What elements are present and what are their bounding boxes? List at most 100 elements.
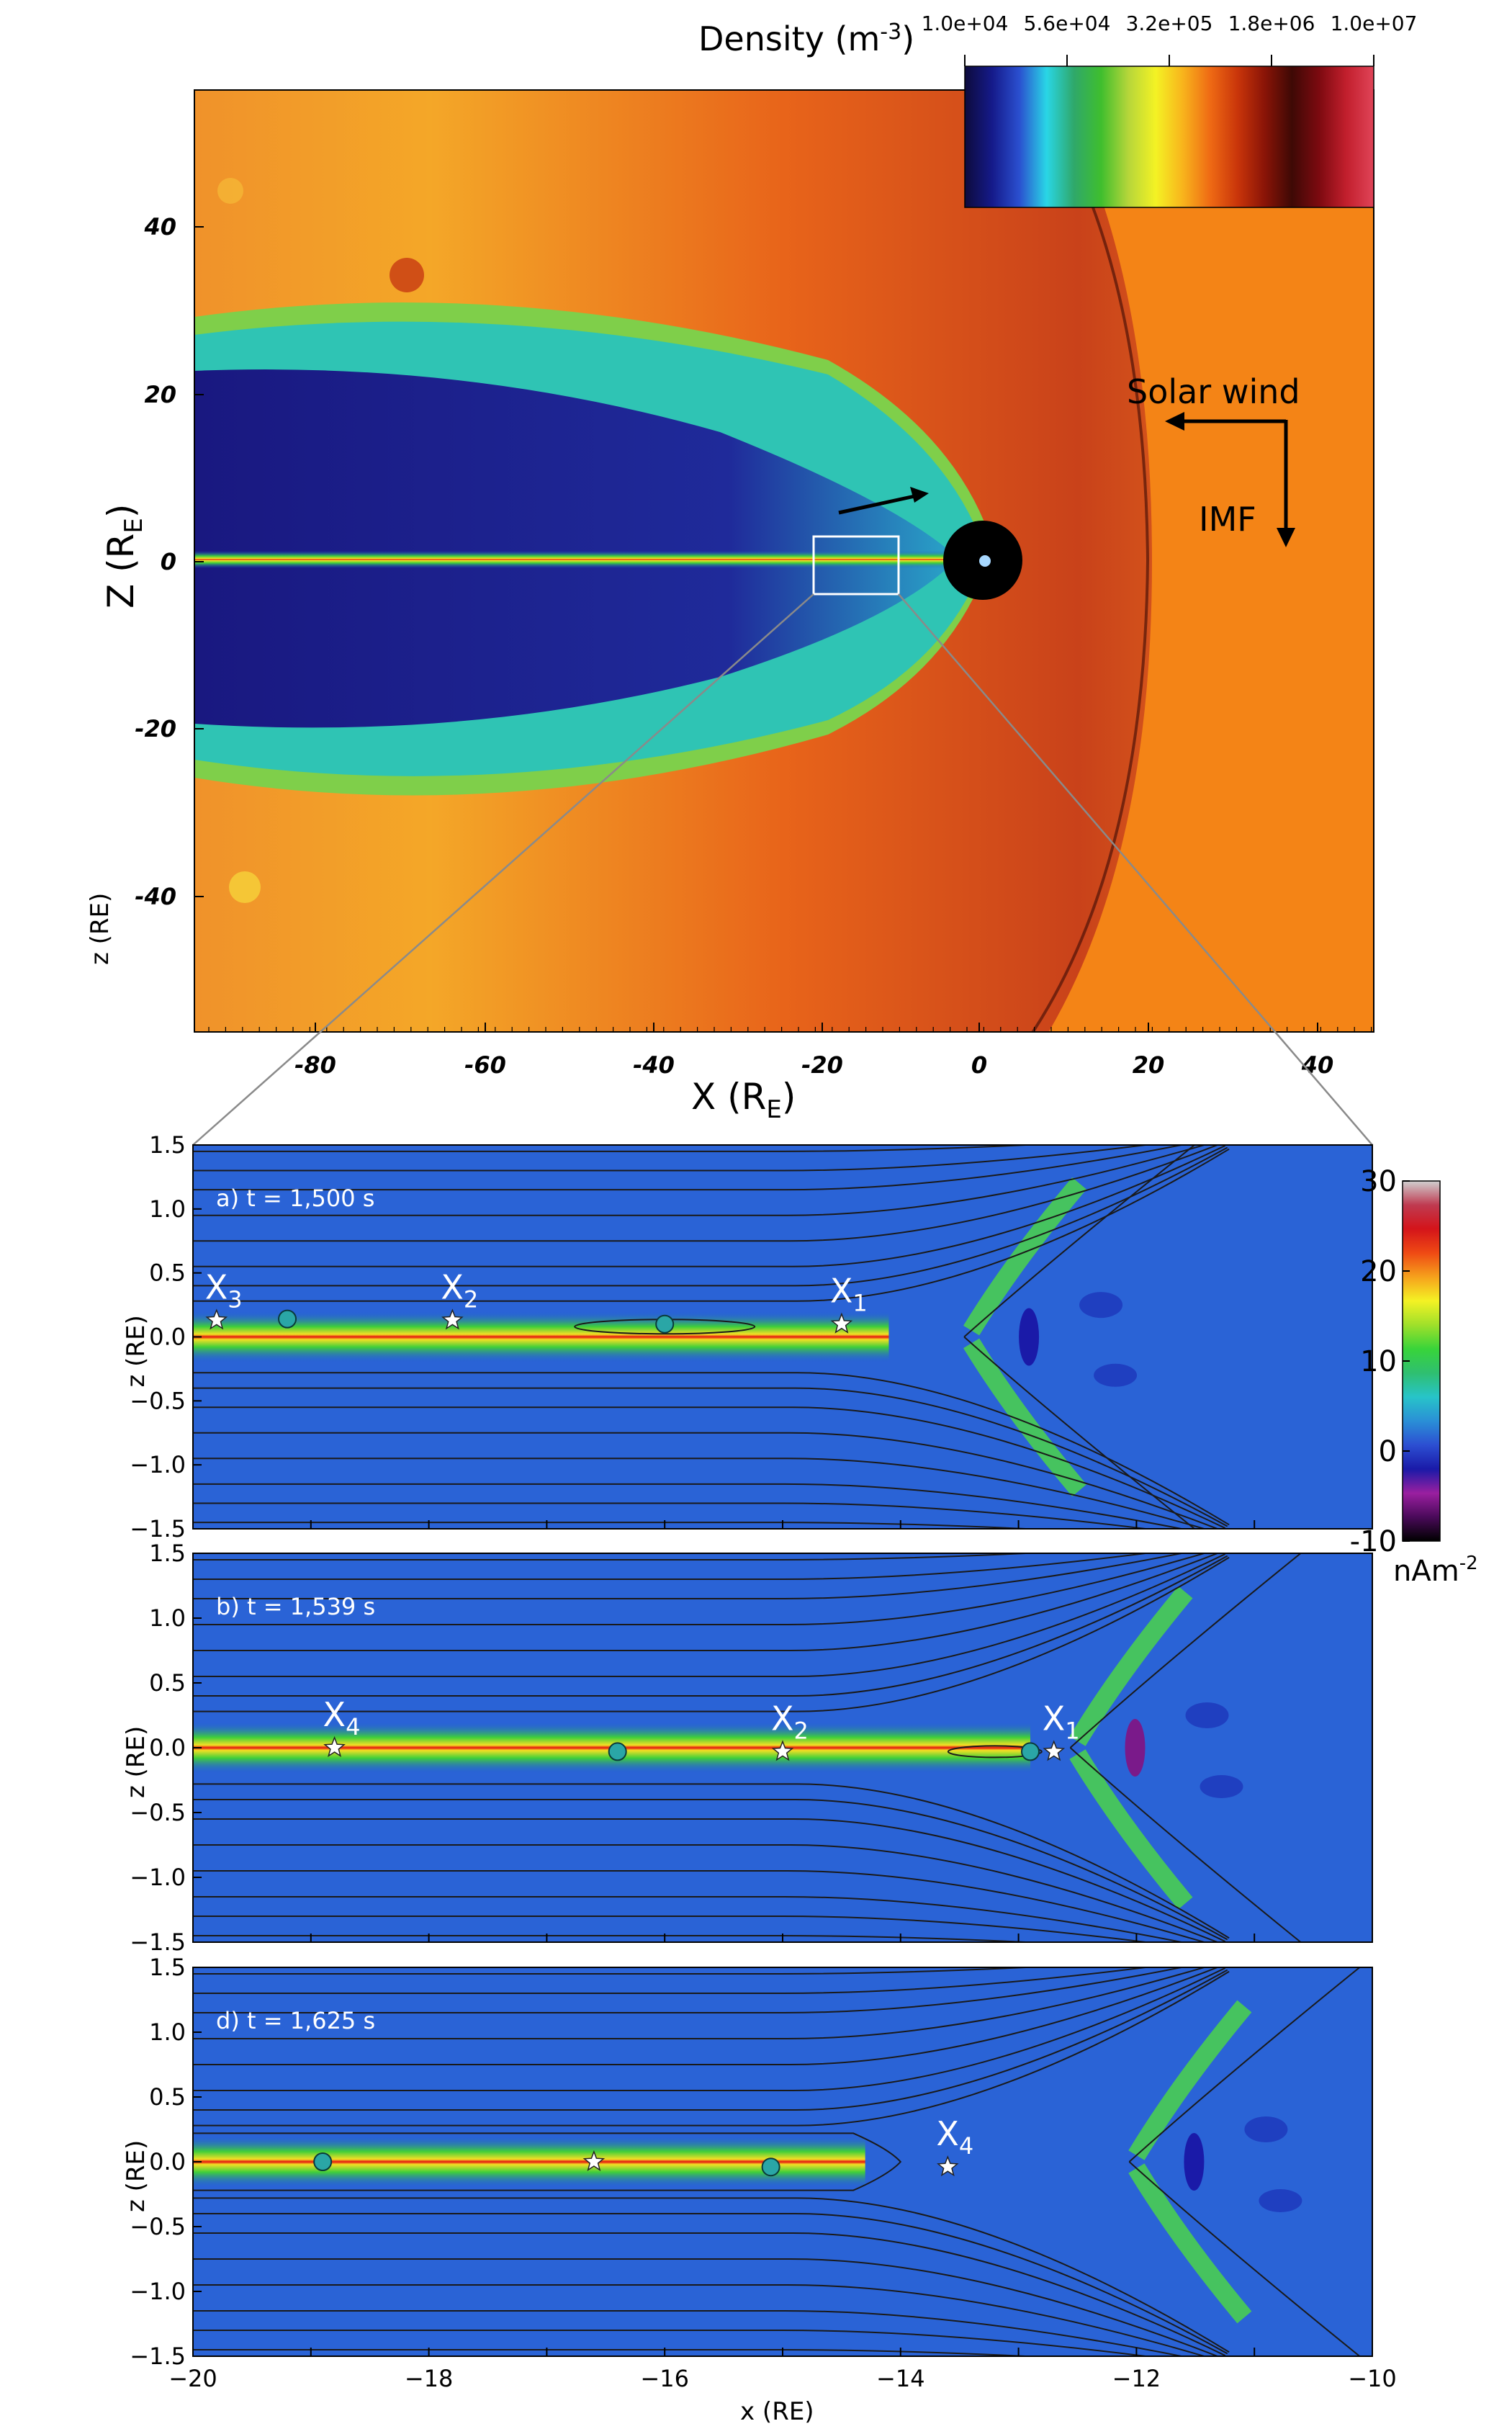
field-line (193, 1870, 1207, 1942)
field-line (193, 1145, 1041, 1152)
lobe (194, 369, 958, 728)
density-colorbar-tick-label: 3.2e+05 (1126, 12, 1213, 35)
top-x-tick-label: -80 (294, 1051, 336, 1079)
x-point-marker (323, 1735, 346, 1757)
flow-arrow (838, 493, 919, 515)
field-line (193, 1483, 1186, 1529)
x-point-label: X3 (205, 1267, 243, 1313)
density-colorbar-tick-label: 1.0e+07 (1331, 12, 1418, 35)
field-line (193, 1145, 1186, 1191)
zoom-y-tick-label: 1.5 (149, 1540, 186, 1567)
field-line (193, 1967, 1207, 2039)
separatrix (1069, 1747, 1302, 1942)
field-line (193, 1145, 1220, 1242)
zoom-x-tick-label: −10 (1348, 2365, 1397, 2392)
current-wing-lower (1069, 1749, 1193, 1910)
zoom-x-tick-label: −18 (405, 2365, 454, 2392)
top-y-tick-label: -20 (135, 715, 176, 742)
x-point-label: X4 (323, 1695, 361, 1741)
field-line (193, 1799, 1228, 1941)
current-blob (1094, 1363, 1138, 1387)
zoom-x-ticks: −20 −18 −16 −14 −12 −10 (168, 2365, 1397, 2392)
field-line (193, 2310, 1185, 2356)
separatrix (1128, 2161, 1361, 2356)
zoom-y-tick-label: 0.5 (149, 2083, 186, 2111)
current-wing-upper (1069, 1586, 1193, 1746)
separatrix (963, 1145, 1195, 1338)
top-y-tick-label: -40 (135, 883, 176, 910)
density-colorbar-title: Density (m-3) (698, 19, 914, 58)
zoom-y-tick-label: 1.0 (149, 1195, 186, 1223)
top-x-tick-label: -60 (464, 1051, 506, 1079)
zoom-x-tick-label: −14 (876, 2365, 925, 2392)
zoom-y-axis-label: z (RE) (122, 1726, 150, 1798)
current-colorbar-unit: nAm-2 (1393, 1553, 1478, 1588)
x-point-marker (582, 2150, 606, 2171)
x-point-label: X2 (771, 1699, 809, 1744)
field-line (193, 2258, 1220, 2356)
x-point-label: X1 (830, 1272, 868, 1317)
field-line (193, 1818, 1226, 1942)
zoom-panels: X3 X2 X1 a) t = 1,500 s 1.5 1.0 0.5 0.0 −0.5 −1.0… (122, 1131, 1373, 2370)
current-wing-upper (1128, 2000, 1252, 2160)
current-wing-lower (963, 1338, 1087, 1497)
density-map (194, 90, 1374, 1032)
current-colorbar-tick-label: 20 (1360, 1255, 1397, 1288)
o-point-marker (1020, 1742, 1040, 1761)
top-x-ticks: -80 -60 -40 -20 0 20 40 (208, 1023, 1372, 1079)
top-x-tick-label: -20 (801, 1051, 843, 1079)
zoom-panel: X3 X2 X1 a) t = 1,500 s 1.5 1.0 0.5 0.0 −0.5 −1.0… (122, 1131, 1373, 1542)
x-point-marker (1043, 1740, 1066, 1761)
zoom-connector-right (898, 593, 1373, 1146)
zoom-y-axis-label: z (RE) (122, 2140, 150, 2212)
zoom-x-tick-label: −12 (1112, 2365, 1161, 2392)
current-sheet (193, 2136, 865, 2188)
top-x-tick-label: 40 (1301, 1051, 1334, 1079)
current-blob (1079, 1292, 1123, 1319)
top-x-tick-label: 0 (971, 1051, 987, 1079)
separatrix (1069, 1553, 1302, 1748)
current-blob (1244, 2116, 1288, 2142)
density-colorbar-tick-label: 1.8e+06 (1228, 12, 1315, 35)
field-line (193, 1553, 1185, 1599)
zoom-y-tick-label: −0.5 (130, 2213, 186, 2240)
zoom-y-tick-label: −1.5 (130, 2343, 186, 2370)
zoom-y-tick-label: −1.5 (130, 1928, 186, 1956)
separatrix (963, 1336, 1195, 1529)
x-point-label: X2 (441, 1267, 478, 1313)
field-line (193, 1553, 1226, 1677)
field-line (193, 1967, 1185, 2013)
current-blob (1185, 1702, 1229, 1728)
field-line (193, 1372, 1230, 1526)
o-point-marker (608, 1742, 627, 1761)
x-point-label: X1 (1043, 1699, 1080, 1744)
plasmoid-outline (193, 2132, 902, 2191)
o-point-marker (655, 1314, 675, 1334)
top-y-axis-label: Z (RE) (100, 504, 148, 608)
plasma-sheet (194, 551, 958, 568)
zoom-y-tick-label: −1.0 (130, 2278, 186, 2305)
zoom-x-tick-label: −16 (640, 2365, 689, 2392)
o-point-marker (313, 2152, 333, 2171)
current-colorbar-tick-label: 30 (1360, 1165, 1397, 1198)
panel-label: a) t = 1,500 s (216, 1185, 374, 1212)
zoom-y-tick-label: 0.0 (149, 1324, 186, 1351)
density-colorbar-tick-label: 1.0e+04 (922, 12, 1009, 35)
top-x-tick-label: 20 (1133, 1051, 1165, 1079)
top-y-tick-label: 40 (143, 213, 176, 241)
zoom-connector-left (192, 593, 814, 1146)
current-blob (1259, 2189, 1302, 2212)
zoom-y-tick-label: 1.0 (149, 2018, 186, 2046)
zoom-y-axis-label: z (RE) (122, 1315, 150, 1387)
top-x-tick-label: -40 (633, 1051, 675, 1079)
current-blob (1200, 1775, 1243, 1798)
top-y-tick-label: 20 (144, 381, 176, 408)
top-x-axis-label: X (RE) (691, 1076, 796, 1124)
density-colorbar-tick-label: 5.6e+04 (1024, 12, 1111, 35)
x-point-marker (937, 2155, 959, 2177)
zoom-x-axis-label: x (RE) (740, 2397, 814, 2426)
field-line (193, 2349, 1041, 2356)
current-colorbar-tick-label: -10 (1350, 1525, 1397, 1558)
field-line (193, 1553, 1207, 1625)
